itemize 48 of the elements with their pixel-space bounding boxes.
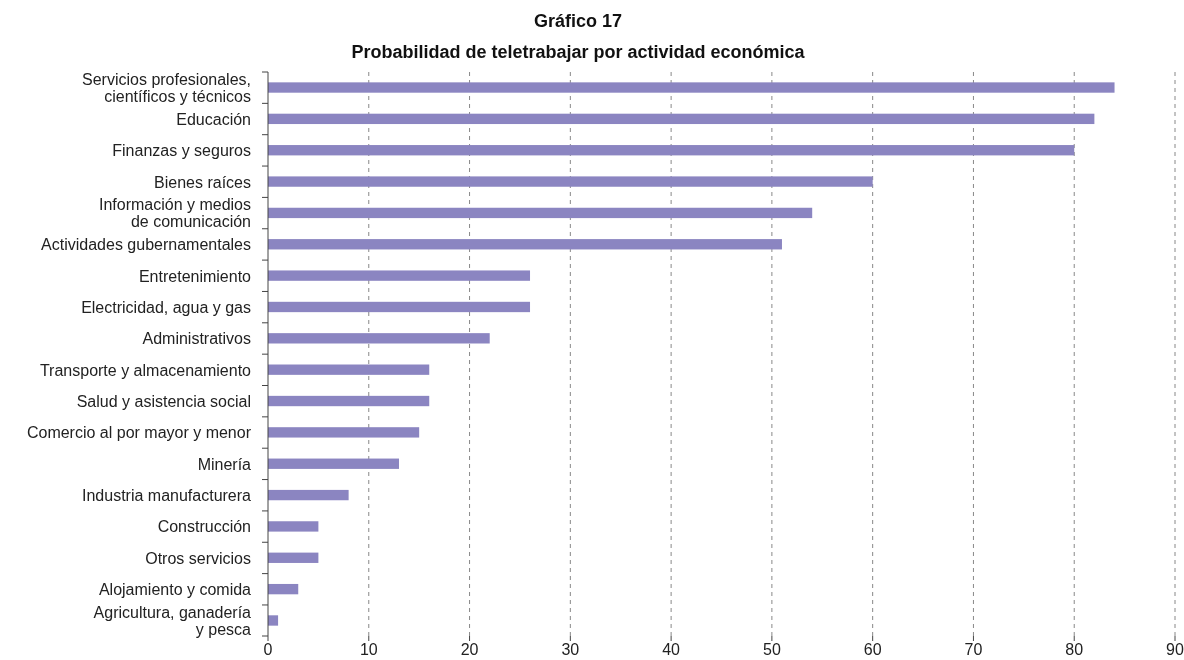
y-tick-label: Actividades gubernamentales — [41, 235, 251, 253]
y-tick-label: Finanzas y seguros — [112, 141, 251, 159]
x-tick-label: 90 — [1166, 641, 1184, 658]
bar — [268, 113, 1095, 125]
y-tick-label: Alojamiento y comida — [98, 580, 252, 598]
bar — [268, 458, 400, 469]
bar — [268, 615, 279, 626]
chart-title: Gráfico 17 — [533, 11, 623, 31]
bar — [268, 82, 1115, 93]
y-tick-label: Otros servicios — [145, 549, 251, 567]
bar — [268, 301, 531, 313]
y-tick-label: Industria manufacturera — [82, 486, 252, 504]
y-tick-label: Administrativos — [142, 329, 251, 347]
x-tick-label: 60 — [863, 641, 882, 658]
x-tick-label: 30 — [561, 641, 580, 658]
chart-subtitle: Probabilidad de teletrabajar por actividad económica — [351, 42, 806, 62]
x-tick-label: 80 — [1065, 641, 1084, 658]
bar — [268, 145, 1075, 156]
y-tick-label: Comercio al por mayor y menor — [26, 423, 252, 441]
x-tick-label: 20 — [460, 641, 479, 658]
y-tick-label: Construcción — [157, 517, 251, 535]
x-tick-label: 40 — [662, 641, 681, 658]
bar — [268, 176, 873, 187]
bar — [268, 364, 430, 375]
y-tick-label: Salud y asistencia social — [76, 392, 251, 410]
y-tick-label: Transporte y almacenamiento — [39, 361, 252, 379]
y-tick-label: Bienes raíces — [154, 173, 251, 191]
x-tick-label: 50 — [762, 641, 781, 658]
bar — [268, 333, 490, 344]
y-tick-label: Educación — [176, 110, 251, 128]
x-tick-label: 0 — [263, 641, 273, 658]
x-tick-label: 70 — [964, 641, 983, 658]
bar — [268, 552, 319, 563]
bar — [268, 489, 349, 501]
y-tick-label: Agricultura, ganadería y pesca — [93, 603, 252, 638]
y-tick-label: Minería — [197, 455, 252, 473]
bar — [268, 427, 420, 438]
bar — [268, 583, 299, 595]
bar — [268, 521, 319, 532]
x-tick-label: 10 — [359, 641, 378, 658]
bar — [268, 207, 813, 219]
bar — [268, 395, 430, 407]
bar — [268, 270, 531, 281]
y-tick-label: Servicios profesionales, científicos y técnicos — [82, 70, 251, 105]
bar — [268, 239, 782, 250]
y-tick-label: Información y medios de comunicación — [98, 195, 251, 230]
y-tick-label: Entretenimiento — [138, 267, 252, 285]
y-tick-label: Electricidad, agua y gas — [81, 298, 251, 316]
